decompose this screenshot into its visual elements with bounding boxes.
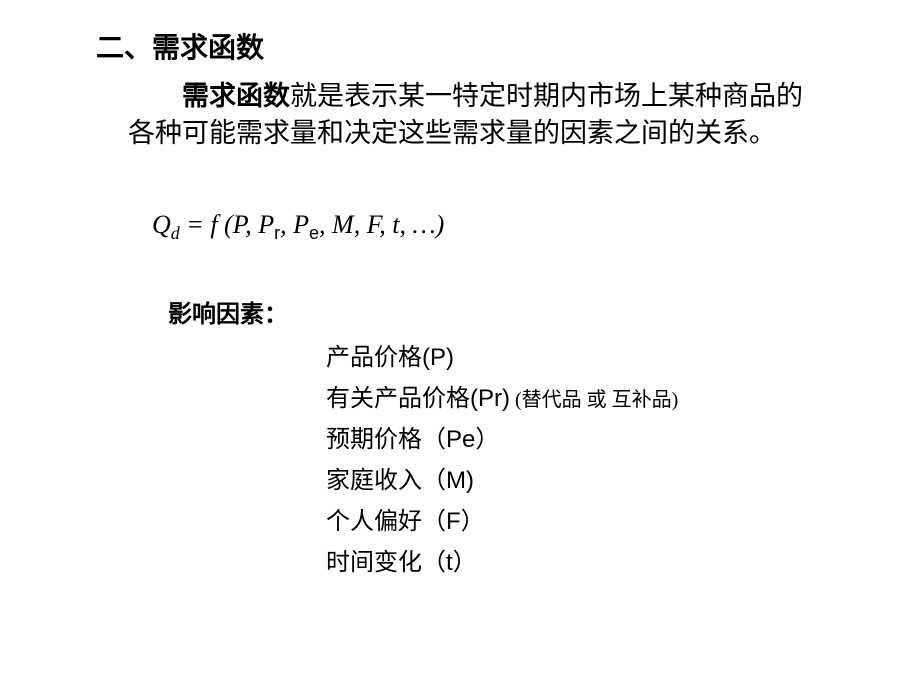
definition-paragraph: 需求函数就是表示某一特定时期内市场上某种商品的各种可能需求量和决定这些需求量的因… [128,78,808,153]
definition-term: 需求函数 [182,81,290,111]
factor-item: 时间变化（t） [326,551,678,575]
factors-title: 影响因素： [168,294,288,329]
factor-item: 个人偏好（F） [326,510,678,534]
factor-item: 预期价格（Pe） [326,428,678,452]
demand-function-formula: Qd = f (P, Pr, Pe, M, F, t, …) [152,210,444,244]
factor-item: 家庭收入（M) [326,469,678,493]
factor-item: 有关产品价格(Pr) (替代品 或 互补品) [326,387,678,411]
section-heading: 二、需求函数 [96,26,264,66]
factors-list: 产品价格(P) 有关产品价格(Pr) (替代品 或 互补品) 预期价格（Pe） … [326,346,678,592]
factor-item: 产品价格(P) [326,346,678,370]
